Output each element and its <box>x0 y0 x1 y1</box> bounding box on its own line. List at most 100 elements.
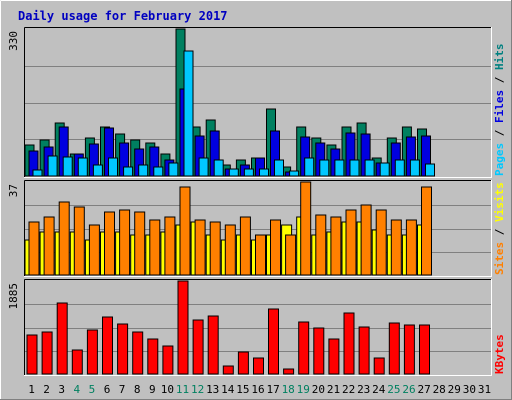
bar-pages-day-4 <box>77 157 88 177</box>
x-label-day-22: 22 <box>342 383 355 396</box>
x-axis-labels: 1 2 3 4 5 6 7 8 9 10 11 12 13 14 15 16 17 18 19 20 21 22 23 24 2… <box>28 383 491 396</box>
bar-kbytes-day-15 <box>237 351 249 375</box>
x-label-day-8: 8 <box>134 383 141 396</box>
bar-pages-day-12 <box>198 157 209 177</box>
bar-pages-day-17 <box>274 159 284 177</box>
x-label-day-14: 14 <box>221 383 235 396</box>
bar-kbytes-day-11 <box>177 280 189 375</box>
x-label-day-11: 11 <box>176 383 189 396</box>
y-max-label: 330 <box>7 31 20 51</box>
panel-hits-files-pages: 330 Pages / Files / Hits <box>7 27 506 178</box>
bar-pages-day-22 <box>349 159 360 177</box>
x-label-day-27: 27 <box>417 383 430 396</box>
chart-panels: 330 Pages / Files / Hits 37 Sites / Visits 1… <box>7 27 506 376</box>
bar-sites-day-7 <box>119 209 131 276</box>
bar-sites-day-12 <box>194 219 206 276</box>
bar-kbytes-day-8 <box>132 331 144 375</box>
x-label-day-13: 13 <box>206 383 219 396</box>
bar-kbytes-day-7 <box>117 323 129 375</box>
bar-pages-day-6 <box>108 157 118 177</box>
x-label-day-17: 17 <box>266 383 279 396</box>
bar-pages-day-27 <box>425 163 435 177</box>
bar-sites-day-22 <box>345 209 357 276</box>
x-label-day-20: 20 <box>312 383 325 396</box>
x-label-day-30: 30 <box>463 383 476 396</box>
legend-entry: Hits <box>493 44 506 71</box>
x-label-day-15: 15 <box>236 383 249 396</box>
legend-entry: KBytes <box>493 334 506 374</box>
x-label-day-26: 26 <box>402 383 415 396</box>
bar-kbytes-day-14 <box>222 365 234 375</box>
bars-visits-sites <box>24 181 432 276</box>
bar-pages-day-7 <box>123 166 134 177</box>
bar-pages-day-24 <box>379 162 390 177</box>
bar-sites-day-3 <box>58 201 70 276</box>
x-label-day-9: 9 <box>149 383 156 396</box>
bar-sites-day-5 <box>88 224 100 276</box>
bar-pages-day-10 <box>168 162 179 177</box>
x-label-day-16: 16 <box>251 383 264 396</box>
x-label-day-5: 5 <box>89 383 96 396</box>
bar-pages-day-9 <box>153 166 164 177</box>
bar-sites-day-4 <box>73 206 85 276</box>
bar-pages-day-18 <box>289 170 300 177</box>
bar-sites-day-11 <box>179 186 191 276</box>
x-label-day-24: 24 <box>372 383 386 396</box>
bar-kbytes-day-9 <box>147 338 159 375</box>
bar-sites-day-27 <box>421 186 432 276</box>
chart-title: Daily usage for February 2017 <box>18 9 228 23</box>
bar-kbytes-day-17 <box>268 308 279 375</box>
panel-visits-sites: 37 Sites / Visits <box>7 180 506 277</box>
bar-sites-day-13 <box>209 221 221 276</box>
bar-pages-day-3 <box>62 156 73 177</box>
bar-sites-day-17 <box>270 219 281 276</box>
bar-sites-day-18 <box>285 234 297 276</box>
bar-kbytes-day-16 <box>253 357 264 375</box>
panel-kbytes: 1885 KBytes <box>7 279 506 376</box>
y-max-label: 37 <box>7 184 20 197</box>
bar-sites-day-8 <box>134 211 146 276</box>
bar-kbytes-day-23 <box>358 326 370 375</box>
bar-sites-day-2 <box>43 216 55 276</box>
bar-sites-day-25 <box>390 219 402 276</box>
y-max-label: 1885 <box>7 283 20 310</box>
x-label-day-18: 18 <box>282 383 295 396</box>
legend-entry: Pages <box>493 143 506 176</box>
bar-pages-day-2 <box>47 155 58 177</box>
bar-pages-day-16 <box>259 168 269 177</box>
bar-pages-day-26 <box>409 159 420 177</box>
bar-kbytes-day-10 <box>162 345 174 375</box>
x-label-day-3: 3 <box>58 383 65 396</box>
bar-pages-day-11 <box>183 50 194 177</box>
bar-kbytes-day-20 <box>313 327 325 375</box>
bar-sites-day-16 <box>255 234 266 276</box>
bar-pages-day-5 <box>92 164 103 177</box>
x-label-day-23: 23 <box>357 383 370 396</box>
bar-pages-day-19 <box>304 157 315 177</box>
legend-entry: / <box>493 123 506 143</box>
bar-sites-day-26 <box>405 219 417 276</box>
bar-sites-day-15 <box>239 216 251 276</box>
x-label-day-31: 31 <box>478 383 491 396</box>
bar-kbytes-day-24 <box>373 357 385 375</box>
bar-sites-day-21 <box>330 216 342 276</box>
x-label-day-6: 6 <box>104 383 111 396</box>
legend-entry: / <box>493 70 506 90</box>
legend-visits-sites: Sites / Visits <box>493 182 506 275</box>
bar-kbytes-day-21 <box>328 338 340 375</box>
x-label-day-10: 10 <box>161 383 174 396</box>
bar-kbytes-day-1 <box>26 334 38 375</box>
bar-pages-day-8 <box>138 164 149 177</box>
bar-pages-day-15 <box>243 168 254 177</box>
bar-kbytes-day-18 <box>283 368 295 375</box>
bar-pages-day-21 <box>334 159 345 177</box>
bar-pages-day-1 <box>32 169 43 177</box>
bar-sites-day-1 <box>28 221 40 276</box>
bar-kbytes-day-6 <box>102 316 113 375</box>
bar-pages-day-13 <box>213 159 224 177</box>
bar-sites-day-6 <box>104 211 115 276</box>
bar-kbytes-day-22 <box>343 312 355 375</box>
bar-kbytes-day-12 <box>192 319 204 375</box>
bar-kbytes-day-3 <box>56 302 68 375</box>
